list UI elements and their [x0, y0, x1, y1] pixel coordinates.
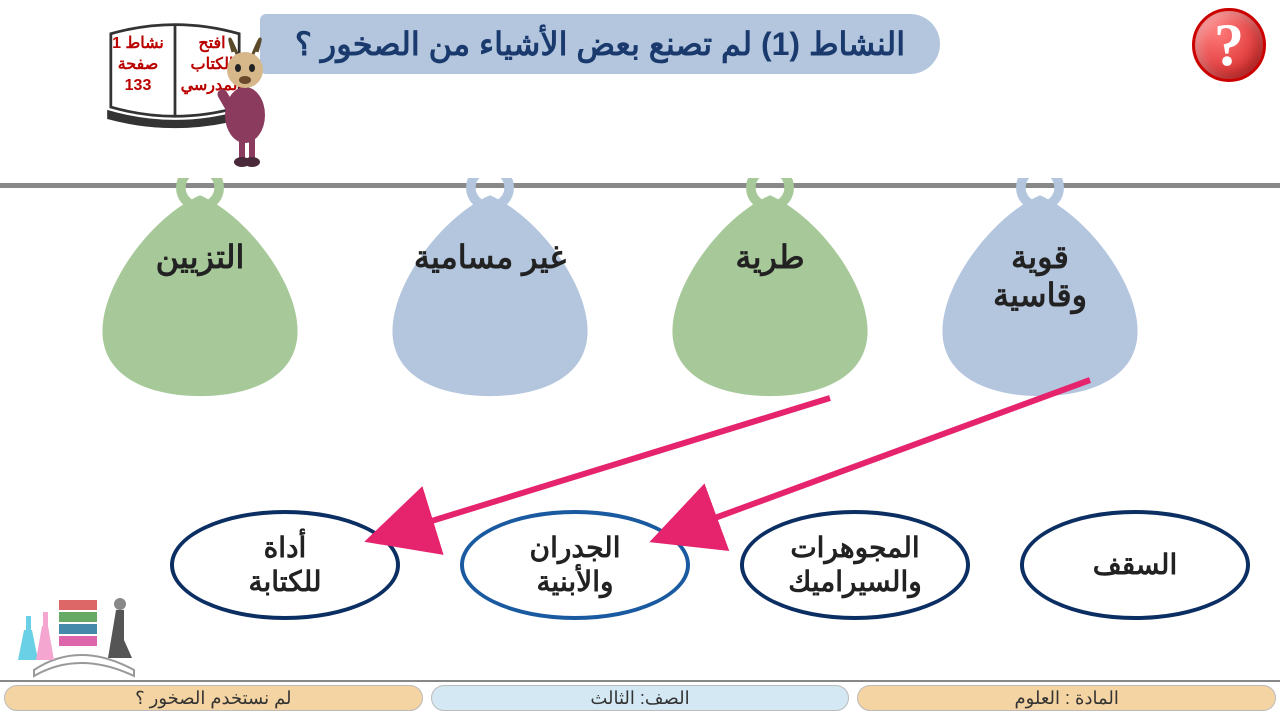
use-oval: الجدرانوالأبنية [460, 510, 690, 620]
activity-title: النشاط (1) لم تصنع بعض الأشياء من الصخور… [260, 14, 940, 74]
question-icon: ? [1192, 8, 1266, 82]
drop-label: التزيين [90, 238, 310, 276]
property-drop: غير مسامية [380, 178, 600, 398]
drop-label: قويةوقاسية [930, 238, 1150, 315]
use-oval: السقف [1020, 510, 1250, 620]
book-left-text: نشاط 1صفحة133 [108, 34, 168, 96]
use-oval: أداةللكتابة [170, 510, 400, 620]
footer-grade: الصف: الثالث [431, 685, 850, 711]
drops-row: قويةوقاسية طرية غير مسامية التزيين [0, 178, 1280, 418]
use-oval: المجوهراتوالسيراميك [740, 510, 970, 620]
oryx-mascot-icon [205, 30, 285, 170]
footer-subject: المادة : العلوم [857, 685, 1276, 711]
ovals-row: السقف المجوهراتوالسيراميك الجدرانوالأبنية أ… [0, 510, 1280, 640]
property-drop: طرية [660, 178, 880, 398]
footer-bar: المادة : العلوم الصف: الثالث لم نستخدم ا… [0, 680, 1280, 714]
footer-topic: لم نستخدم الصخور ؟ [4, 685, 423, 711]
property-drop: قويةوقاسية [930, 178, 1150, 398]
drop-label: طرية [660, 238, 880, 276]
book-note: افتحالكتابالمدرسي نشاط 1صفحة133 [30, 20, 250, 160]
drop-label: غير مسامية [380, 238, 600, 276]
science-clipart-icon [4, 570, 154, 680]
property-drop: التزيين [90, 178, 310, 398]
